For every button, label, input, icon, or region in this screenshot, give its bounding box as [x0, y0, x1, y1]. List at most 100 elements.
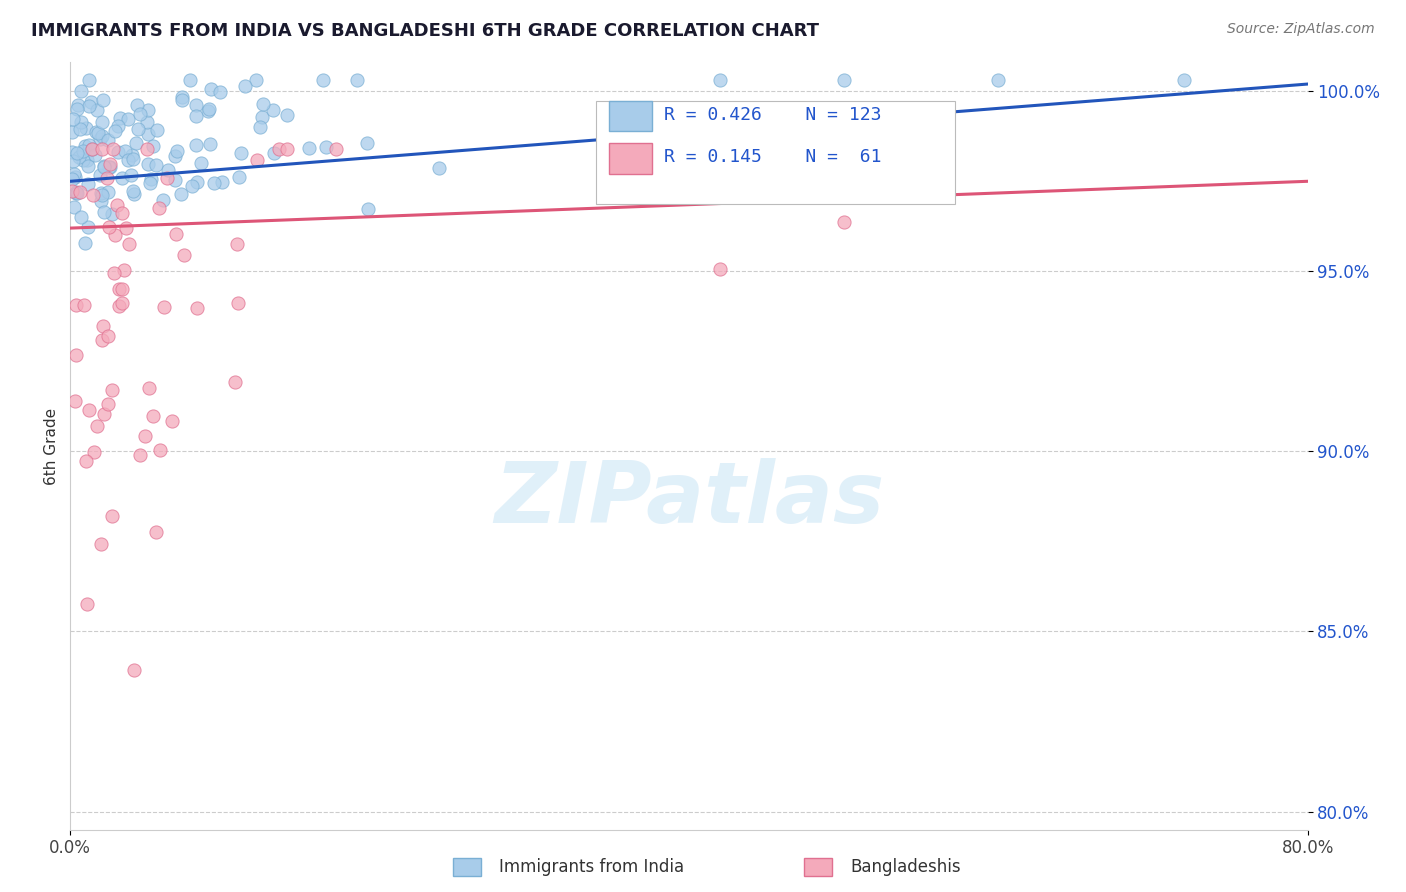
Point: [139, 171, 162, 186]
Point: [121, 184, 143, 198]
Point: [276, 108, 298, 122]
Point: [91, 318, 114, 333]
Point: [66, 146, 89, 161]
Point: [231, 146, 253, 161]
Text: Bangladeshis: Bangladeshis: [851, 858, 962, 876]
Point: [226, 236, 249, 251]
Point: [111, 206, 134, 220]
Point: [91, 333, 114, 347]
Point: [90, 537, 112, 551]
Point: [122, 186, 145, 201]
Point: [138, 127, 160, 141]
Point: [197, 102, 219, 116]
Text: R = 0.145    N =  61: R = 0.145 N = 61: [664, 148, 882, 166]
Point: [101, 142, 124, 156]
Point: [325, 142, 347, 156]
Point: [105, 198, 128, 212]
Point: [197, 104, 219, 119]
Point: [77, 403, 100, 417]
Point: [245, 73, 267, 87]
Point: [142, 409, 165, 423]
Point: [104, 124, 127, 138]
Point: [114, 145, 136, 159]
Point: [77, 99, 100, 113]
Point: [987, 73, 1010, 87]
Text: R = 0.426    N = 123: R = 0.426 N = 123: [664, 105, 882, 124]
Point: [186, 301, 208, 316]
Point: [245, 153, 267, 167]
Point: [149, 443, 172, 458]
Point: [76, 219, 98, 234]
Point: [107, 282, 129, 296]
Point: [93, 160, 115, 174]
Point: [76, 153, 98, 167]
Point: [63, 200, 86, 214]
Point: [200, 82, 222, 96]
Point: [63, 394, 86, 409]
Point: [65, 185, 87, 199]
Point: [97, 397, 120, 411]
Point: [156, 170, 179, 185]
Point: [76, 597, 98, 611]
Point: [139, 177, 162, 191]
Point: [129, 107, 152, 121]
Point: [98, 220, 121, 235]
Point: [84, 125, 107, 139]
Point: [107, 298, 129, 312]
Point: [166, 144, 188, 158]
Point: [104, 228, 127, 243]
Point: [427, 161, 450, 176]
Point: [60, 184, 83, 198]
Point: [89, 169, 111, 183]
Point: [122, 663, 145, 677]
Point: [75, 453, 97, 467]
Point: [709, 262, 731, 277]
Point: [202, 176, 225, 190]
Point: [184, 138, 207, 153]
Point: [65, 298, 87, 312]
Point: [224, 376, 246, 390]
Point: [73, 138, 96, 153]
Point: [66, 103, 89, 117]
Point: [186, 175, 208, 189]
Point: [93, 159, 115, 173]
Point: [118, 237, 141, 252]
Bar: [609, 143, 652, 174]
Point: [267, 142, 290, 156]
Point: [67, 98, 90, 112]
Point: [91, 142, 114, 156]
Point: [89, 131, 111, 145]
Point: [163, 172, 186, 186]
Point: [97, 133, 120, 147]
Point: [62, 172, 84, 186]
Point: [129, 448, 152, 462]
Point: [148, 202, 170, 216]
Point: [163, 149, 186, 163]
Point: [249, 120, 271, 135]
Point: [72, 153, 94, 167]
Point: [200, 137, 222, 152]
Point: [121, 147, 143, 161]
Point: [101, 207, 124, 221]
Point: [83, 147, 105, 161]
Point: [91, 129, 114, 144]
Point: [111, 283, 134, 297]
Point: [76, 159, 98, 173]
Point: [122, 152, 145, 166]
Point: [114, 220, 136, 235]
Point: [79, 95, 101, 110]
Point: [228, 169, 250, 184]
Point: [160, 414, 183, 428]
Y-axis label: 6th Grade: 6th Grade: [44, 408, 59, 484]
Point: [65, 186, 87, 200]
Point: [82, 143, 104, 157]
Point: [96, 170, 118, 185]
Point: [170, 187, 193, 202]
Point: [69, 121, 91, 136]
Point: [179, 73, 201, 87]
Point: [120, 168, 142, 182]
Point: [136, 142, 159, 156]
Point: [66, 186, 89, 200]
Point: [69, 185, 91, 199]
Point: [70, 84, 93, 98]
